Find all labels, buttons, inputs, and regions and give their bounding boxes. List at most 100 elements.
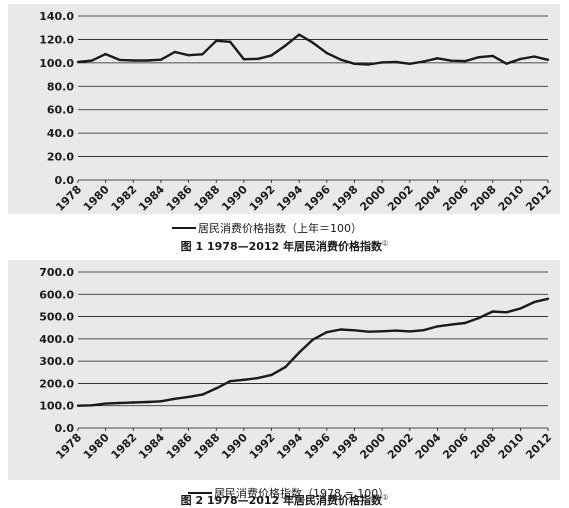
x-tick-label: 2002 — [385, 431, 416, 462]
data-point — [477, 56, 481, 59]
data-point — [491, 310, 494, 313]
data-point — [325, 330, 329, 334]
data-point — [173, 50, 176, 54]
x-tick-label: 2002 — [385, 183, 416, 214]
data-point — [201, 53, 204, 56]
data-point — [270, 54, 273, 57]
legend-label-2: 居民消费价格指数（1978 = 100） — [214, 487, 390, 500]
x-tick-label: 1986 — [164, 431, 195, 462]
figure-caption-text-2: 图 2 1978—2012 年居民消费价格指数 — [180, 494, 383, 507]
y-tick-label: 400.0 — [39, 333, 74, 346]
figure-caption-1: 图 1 1978—2012 年居民消费价格指数① — [0, 238, 569, 254]
data-point — [132, 401, 135, 404]
data-point — [297, 33, 301, 36]
x-tick-label: 1996 — [302, 431, 333, 462]
figure-caption-2: 图 2 1978—2012 年居民消费价格指数① — [0, 492, 569, 508]
y-tick-label: 40.0 — [47, 127, 74, 140]
x-tick-label: 1998 — [330, 183, 361, 214]
data-point — [477, 316, 481, 320]
data-point — [187, 54, 190, 57]
data-point — [491, 54, 494, 58]
data-point — [546, 297, 550, 301]
data-point — [145, 400, 149, 404]
x-tick-label: 1992 — [247, 431, 278, 462]
x-tick-label: 1982 — [109, 431, 140, 462]
series-line-2 — [77, 297, 549, 407]
data-point — [339, 328, 342, 331]
y-tick-label: 120.0 — [39, 33, 74, 46]
x-tick-label: 2012 — [523, 431, 554, 462]
data-point — [436, 325, 439, 328]
x-tick-label: 2000 — [357, 431, 388, 462]
x-tick-label: 1998 — [330, 431, 361, 462]
data-point — [367, 63, 370, 66]
legend-label-1: 居民消费价格指数（上年＝100） — [198, 222, 362, 235]
x-tick-label: 1990 — [219, 431, 250, 462]
x-tick-label: 1980 — [81, 183, 112, 214]
data-point — [353, 62, 356, 65]
x-tick-label: 2012 — [523, 183, 554, 214]
x-tick-label: 1988 — [192, 183, 223, 214]
data-point — [339, 58, 342, 61]
data-point — [380, 330, 384, 333]
line-chart-2: 0.0 100.0 200.0 300.0 400.0 500.0 600.0 700.0 19… — [39, 266, 554, 462]
x-tick-label: 1994 — [274, 183, 305, 214]
data-point — [325, 51, 329, 55]
data-point — [311, 41, 315, 45]
data-point — [505, 62, 508, 65]
data-point — [380, 61, 384, 64]
data-point — [408, 330, 411, 333]
x-tick-label: 2004 — [413, 431, 444, 462]
x-tick-label: 1984 — [136, 183, 167, 214]
data-point — [104, 402, 107, 405]
x-tick-label: 2010 — [496, 183, 527, 214]
data-point — [90, 59, 94, 62]
y-tick-label: 20.0 — [47, 151, 74, 164]
data-point — [436, 57, 439, 60]
data-point — [90, 404, 94, 407]
x-tick-label: 2008 — [468, 431, 499, 462]
data-point — [394, 329, 398, 332]
data-point — [532, 300, 536, 304]
data-point — [215, 39, 218, 43]
data-point — [201, 393, 204, 396]
data-point — [463, 321, 467, 325]
data-point — [242, 58, 246, 61]
y-tick-label: 100.0 — [39, 400, 74, 413]
data-point — [242, 378, 246, 381]
data-point — [505, 311, 508, 314]
data-point — [450, 59, 453, 62]
x-tick-label: 1984 — [136, 431, 167, 462]
x-tick-label: 1990 — [219, 183, 250, 214]
data-point — [367, 330, 370, 333]
y-tick-label: 140.0 — [39, 10, 74, 23]
chart-panel-1: 0.0 20.0 40.0 60.0 80.0 100.0 120.0 140.0 1978 19… — [0, 0, 569, 253]
x-tick-label: 1988 — [192, 431, 223, 462]
figure-caption-note-1: ① — [382, 239, 389, 248]
data-point — [519, 57, 522, 61]
plot-area-1: 0.0 20.0 40.0 60.0 80.0 100.0 120.0 140.0 1978 19… — [8, 4, 560, 214]
x-tick-label: 2008 — [468, 183, 499, 214]
chart-panel-2: 0.0 100.0 200.0 300.0 400.0 500.0 600.0 700.0 19… — [0, 256, 569, 507]
data-point — [311, 338, 315, 341]
data-point — [270, 373, 273, 377]
x-tick-label: 2006 — [440, 183, 471, 214]
figure-caption-note-2: ① — [382, 493, 389, 502]
y-tick-label: 60.0 — [47, 104, 74, 117]
data-point — [450, 323, 453, 326]
data-point — [408, 62, 411, 65]
x-tick-label: 2000 — [357, 183, 388, 214]
data-point — [118, 58, 121, 62]
data-point — [256, 376, 259, 380]
x-tick-label: 1994 — [274, 431, 305, 462]
legend-1: 居民消费价格指数（上年＝100） — [172, 220, 362, 236]
y-tick-label: 80.0 — [47, 80, 74, 93]
line-chart-1: 0.020.040.060.080.0100.0120.0140.0197819… — [39, 10, 554, 214]
data-point — [76, 404, 80, 407]
y-tick-label: 300.0 — [39, 355, 74, 368]
data-point — [228, 380, 232, 383]
y-tick-label: 700.0 — [39, 266, 74, 279]
y-tick-label: 200.0 — [39, 377, 74, 390]
y-tick-label: 0.0 — [55, 174, 75, 187]
x-tick-label: 1992 — [247, 183, 278, 214]
